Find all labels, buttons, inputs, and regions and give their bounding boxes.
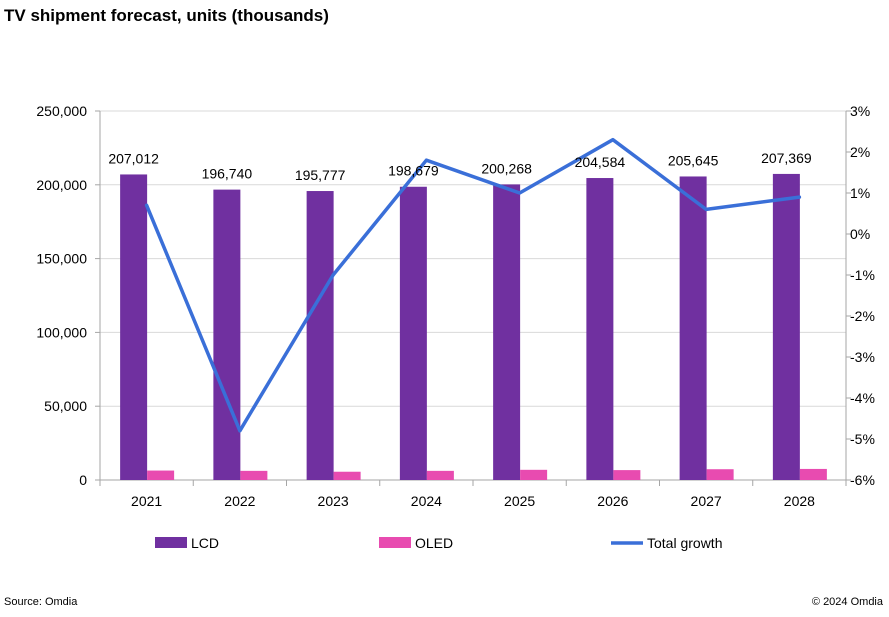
x-tick-label: 2023 — [318, 493, 349, 509]
legend-swatch-lcd — [155, 537, 187, 548]
x-tick-label: 2026 — [597, 493, 628, 509]
y-right-tick-label: -1% — [850, 267, 875, 283]
chart-title: TV shipment forecast, units (thousands) — [4, 6, 329, 25]
bar-lcd — [213, 189, 241, 480]
tick-labels: 0 50,000 100,000 150,000 200,000 250,000 3% 2% 1… — [36, 103, 875, 509]
bar-value-label: 205,645 — [668, 152, 719, 168]
y-left-tick-label: 200,000 — [36, 177, 87, 193]
y-right-tick-label: -5% — [850, 431, 875, 447]
growth-line-group — [144, 137, 802, 433]
bar-value-label: 207,369 — [761, 150, 812, 166]
source-note: Source: Omdia — [4, 596, 78, 608]
y-left-tick-label: 50,000 — [44, 398, 87, 414]
y-left-tick-label: 0 — [79, 472, 87, 488]
bar-oled — [240, 470, 268, 480]
bar-oled — [333, 471, 361, 480]
bar-oled — [520, 469, 548, 480]
bar-lcd — [306, 191, 334, 480]
bar-lcd — [120, 174, 148, 480]
bar-oled — [799, 468, 827, 480]
x-tick-label: 2024 — [411, 493, 442, 509]
y-left-tick-label: 150,000 — [36, 251, 87, 267]
x-tick-label: 2022 — [224, 493, 255, 509]
bar-oled — [613, 470, 641, 480]
y-right-tick-label: -2% — [850, 308, 875, 324]
legend-label: OLED — [415, 535, 453, 551]
gridlines — [100, 110, 846, 407]
bar-value-label: 204,584 — [575, 154, 626, 170]
y-left-tick-label: 100,000 — [36, 324, 87, 340]
bar-value-label: 195,777 — [295, 167, 346, 183]
y-right-tick-label: -6% — [850, 472, 875, 488]
bar-lcd — [772, 173, 800, 481]
y-right-tick-label: 0% — [850, 226, 870, 242]
y-right-tick-label: 3% — [850, 103, 870, 119]
y-right-tick-label: 1% — [850, 185, 870, 201]
legend-label: Total growth — [647, 535, 722, 551]
legend-swatch-oled — [379, 537, 411, 548]
bar-lcd — [493, 184, 521, 481]
x-tick-label: 2025 — [504, 493, 535, 509]
legend-label: LCD — [191, 535, 219, 551]
y-right-tick-label: 2% — [850, 144, 870, 160]
bar-value-label: 196,740 — [202, 166, 253, 182]
x-tick-label: 2021 — [131, 493, 162, 509]
bars — [120, 173, 827, 481]
legend: LCD OLED Total growth — [155, 535, 722, 551]
y-right-tick-label: -3% — [850, 349, 875, 365]
bar-value-label: 207,012 — [108, 150, 159, 166]
bar-lcd — [399, 186, 427, 480]
y-right-tick-label: -4% — [850, 390, 875, 406]
bar-oled — [706, 469, 734, 480]
data-labels: 207,012 196,740 195,777 198,679 200,268 204,5… — [108, 150, 812, 183]
total-growth-line — [144, 137, 802, 433]
bar-value-label: 200,268 — [481, 160, 532, 176]
bar-oled — [147, 470, 175, 480]
y-left-tick-label: 250,000 — [36, 103, 87, 119]
bar-value-label: 198,679 — [388, 163, 439, 179]
copyright-note: © 2024 Omdia — [811, 596, 883, 608]
x-tick-label: 2028 — [784, 493, 815, 509]
bar-lcd — [679, 176, 707, 480]
bar-lcd — [586, 178, 614, 481]
x-tick-label: 2027 — [691, 493, 722, 509]
bar-oled — [426, 470, 454, 480]
